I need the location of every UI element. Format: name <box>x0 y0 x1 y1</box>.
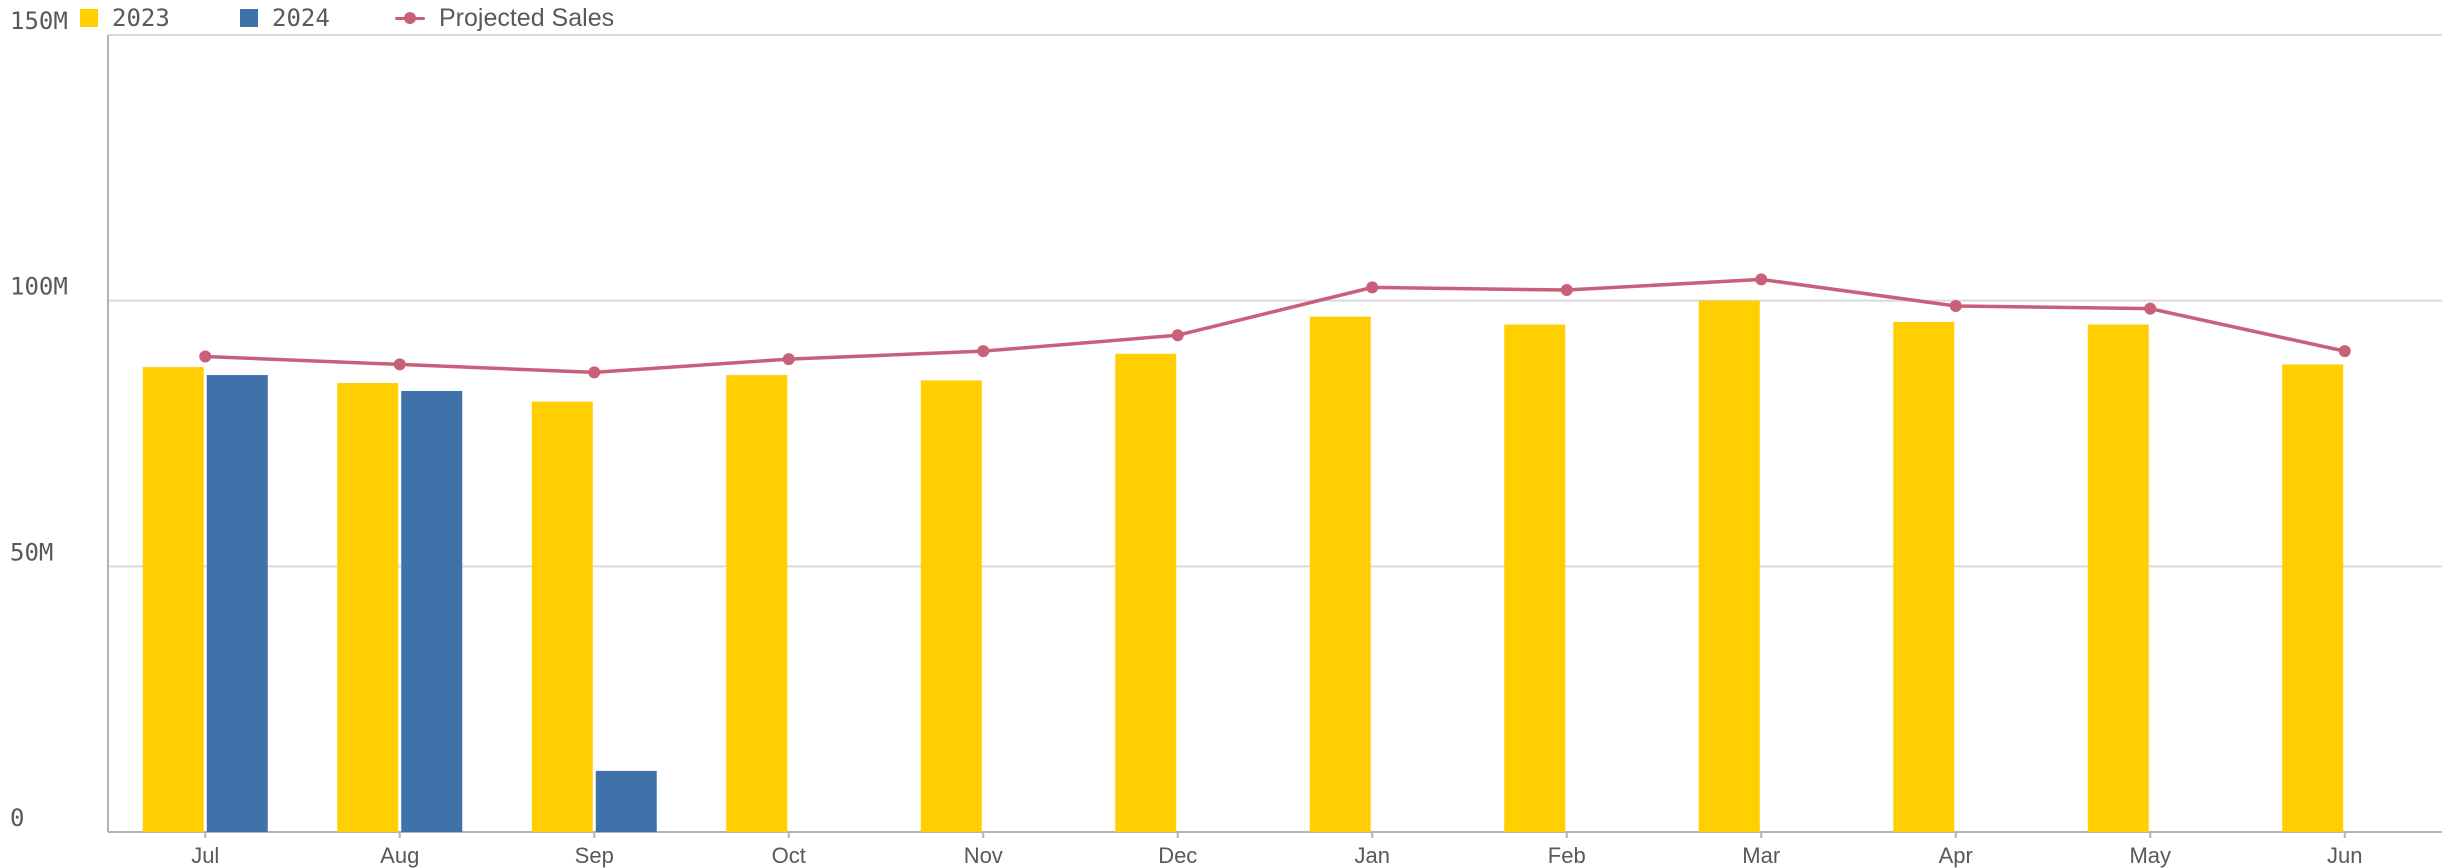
bar-2023-Mar <box>1698 300 1760 833</box>
bar-2023-Dec <box>1115 353 1177 832</box>
bar-2024-Aug <box>401 390 463 832</box>
x-tick-label-aug: Aug <box>380 843 419 868</box>
bar-2024-Jul <box>206 375 268 832</box>
legend-item-projected-sales[interactable]: Projected Sales <box>395 4 614 32</box>
point-projected-sales-nov <box>977 345 990 358</box>
bar-2023-Aug <box>337 383 399 832</box>
point-projected-sales-mar <box>1755 273 1768 286</box>
point-projected-sales-jun <box>2338 345 2351 358</box>
x-tick-label-mar: Mar <box>1742 843 1780 868</box>
y-tick-label: 0 <box>10 804 24 832</box>
bar-2023-Jul <box>142 367 204 832</box>
legend-label-2024: 2024 <box>272 4 330 32</box>
x-tick-label-nov: Nov <box>964 843 1003 868</box>
bar-2023-Feb <box>1504 324 1566 832</box>
bar-2023-Jan <box>1309 316 1371 832</box>
legend-swatch-2024 <box>240 9 258 27</box>
bar-2023-May <box>2087 324 2149 832</box>
point-projected-sales-may <box>2144 302 2157 315</box>
point-projected-sales-sep <box>588 366 601 379</box>
legend-label-projected-sales: Projected Sales <box>439 3 615 32</box>
legend-swatch-2023 <box>80 9 98 27</box>
bar-2023-Jun <box>2282 364 2344 832</box>
legend-item-2023[interactable]: 2023 <box>80 4 170 32</box>
point-projected-sales-apr <box>1949 299 1962 312</box>
y-tick-label: 100M <box>10 273 68 301</box>
bar-2023-Oct <box>726 375 788 832</box>
bar-2023-Apr <box>1893 321 1955 832</box>
x-tick-label-dec: Dec <box>1158 843 1197 868</box>
x-tick-label-apr: Apr <box>1939 843 1973 868</box>
bar-2024-Sep <box>595 770 657 832</box>
x-tick-label-jun: Jun <box>2327 843 2362 868</box>
point-projected-sales-aug <box>393 358 406 371</box>
x-tick-label-jul: Jul <box>191 843 219 868</box>
x-tick-label-jan: Jan <box>1355 843 1390 868</box>
line-projected-sales <box>203 277 2347 375</box>
bar-2023-Nov <box>920 380 982 832</box>
point-projected-sales-jul <box>199 350 212 363</box>
point-projected-sales-jan <box>1366 281 1379 294</box>
x-tick-label-may: May <box>2129 843 2171 868</box>
legend-item-2024[interactable]: 2024 <box>240 4 330 32</box>
y-tick-label: 150M <box>10 7 68 35</box>
point-projected-sales-dec <box>1171 329 1184 342</box>
x-tick-label-oct: Oct <box>772 843 806 868</box>
x-tick-label-feb: Feb <box>1548 843 1586 868</box>
x-tick-label-sep: Sep <box>575 843 614 868</box>
chart-legend: 2023 2024 Projected Sales <box>0 0 1200 40</box>
legend-label-2023: 2023 <box>112 4 170 32</box>
point-projected-sales-feb <box>1560 284 1573 297</box>
bar-2023-Sep <box>531 401 593 832</box>
legend-line-marker-icon <box>395 9 425 27</box>
y-tick-label: 50M <box>10 538 53 566</box>
point-projected-sales-oct <box>782 353 795 366</box>
